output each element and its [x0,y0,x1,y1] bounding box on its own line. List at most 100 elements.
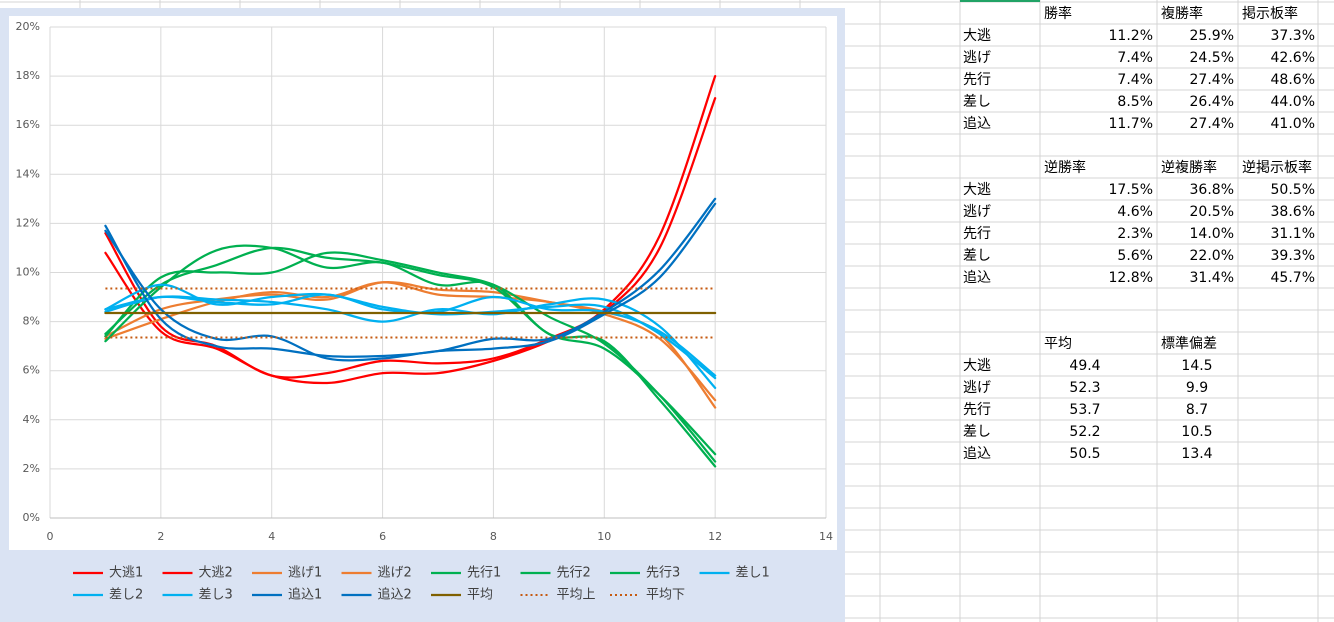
cell-value: 14.5 [1181,358,1212,374]
legend-label: 先行1 [467,566,501,581]
cell-value: 7.4% [1117,72,1153,88]
row-label: 逃げ [963,204,991,220]
y-tick-label: 18% [16,69,40,82]
legend-label: 差し3 [199,588,233,603]
cell-value: 42.6% [1271,50,1315,66]
table-header: 逆勝率 [1044,159,1086,176]
y-tick-label: 20% [16,20,40,33]
cell-value: 31.4% [1190,270,1234,286]
table-header: 勝率 [1044,5,1072,22]
cell-value: 9.9 [1186,380,1208,396]
cell-value: 14.0% [1190,226,1234,242]
cell-value: 39.3% [1271,248,1315,264]
row-label: 追込 [963,446,991,462]
cell-value: 24.5% [1190,50,1234,66]
y-tick-label: 16% [16,118,40,131]
cell-value: 13.4 [1181,446,1212,462]
cell-value: 52.2 [1069,424,1100,440]
cell-value: 20.5% [1190,204,1234,220]
legend-label: 逃げ1 [288,566,322,581]
legend-label: 追込1 [288,587,322,603]
x-tick-label: 14 [819,530,833,543]
row-label: 大逃 [963,182,991,198]
plot-background [9,16,837,550]
cell-value: 4.6% [1117,204,1153,220]
series-line [104,251,717,463]
y-tick-label: 4% [23,413,40,426]
legend-label: 差し1 [736,566,770,581]
legend-label: 大逃1 [109,566,143,581]
y-tick-label: 14% [16,167,40,180]
series-line [104,97,717,385]
row-label: 大逃 [963,28,991,44]
row-label: 大逃 [963,358,991,374]
row-label: 先行 [963,402,991,418]
row-label: 追込 [963,270,991,286]
legend-label: 先行3 [646,566,680,581]
series-line [104,246,717,456]
cell-value: 44.0% [1271,94,1315,110]
cell-value: 50.5% [1271,182,1315,198]
cell-value: 5.6% [1117,248,1153,264]
row-label: 先行 [963,72,991,88]
y-tick-label: 10% [16,266,40,279]
series-line [104,197,717,358]
cell-value: 53.7 [1069,402,1100,418]
cell-value: 38.6% [1271,204,1315,220]
series-line [104,244,717,468]
cell-value: 8.5% [1117,94,1153,110]
row-label: 差し [963,424,991,440]
table-header: 掲示板率 [1242,5,1298,22]
cell-value: 11.7% [1109,116,1153,132]
table-header: 逆複勝率 [1161,159,1217,176]
table-header: 標準偏差 [1161,336,1217,352]
cell-value: 48.6% [1271,72,1315,88]
table-header: 平均 [1044,336,1072,352]
cell-value: 31.1% [1271,226,1315,242]
row-label: 逃げ [963,380,991,396]
cell-value: 27.4% [1190,72,1234,88]
legend-label: 平均上 [557,588,596,603]
row-label: 逃げ [963,50,991,66]
table-header: 逆掲示板率 [1242,159,1312,176]
y-tick-label: 6% [23,364,40,377]
row-label: 差し [963,94,991,110]
cell-value: 25.9% [1190,28,1234,44]
table-header: 複勝率 [1161,5,1203,22]
cell-value: 12.8% [1109,270,1153,286]
legend-label: 逃げ2 [378,566,412,581]
cell-value: 26.4% [1190,94,1234,110]
cell-value: 10.5 [1181,424,1212,440]
x-tick-label: 8 [490,530,497,543]
cell-value: 7.4% [1117,50,1153,66]
legend-label: 差し2 [109,588,143,603]
cell-value: 49.4 [1069,358,1100,374]
x-tick-label: 2 [157,530,164,543]
cell-value: 36.8% [1190,182,1234,198]
cell-value: 52.3 [1069,380,1100,396]
x-tick-label: 6 [379,530,386,543]
legend-label: 先行2 [557,566,591,581]
cell-value: 45.7% [1271,270,1315,286]
legend-label: 大逃2 [199,566,233,581]
x-tick-label: 4 [268,530,275,543]
row-label: 追込 [963,116,991,132]
cell-value: 50.5 [1069,446,1100,462]
cell-value: 22.0% [1190,248,1234,264]
y-tick-label: 0% [23,511,40,524]
cell-value: 37.3% [1271,28,1315,44]
cell-value: 17.5% [1109,182,1153,198]
cell-value: 11.2% [1109,28,1153,44]
y-tick-label: 2% [23,462,40,475]
legend-label: 平均下 [646,588,685,603]
x-tick-label: 12 [708,530,722,543]
legend-label: 平均 [467,588,493,603]
cell-value: 8.7 [1186,402,1208,418]
row-label: 先行 [963,226,991,242]
x-tick-label: 10 [597,530,611,543]
cell-value: 27.4% [1190,116,1234,132]
cell-value: 2.3% [1117,226,1153,242]
legend-label: 追込2 [378,587,412,603]
row-label: 差し [963,248,991,264]
